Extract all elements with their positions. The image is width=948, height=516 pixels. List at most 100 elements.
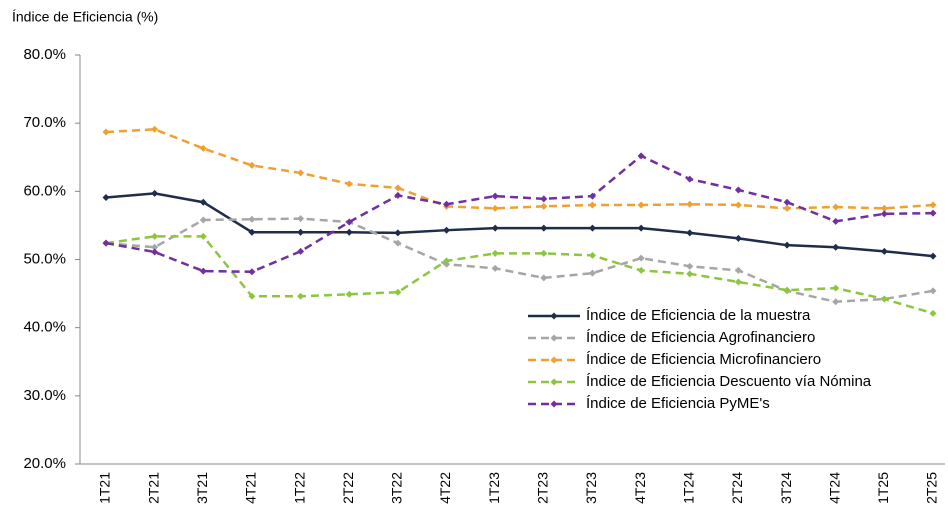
data-point <box>686 200 694 208</box>
data-point <box>345 290 353 298</box>
x-tick-label: 3T21 <box>194 472 210 504</box>
data-point <box>345 218 353 226</box>
data-point <box>199 267 207 275</box>
data-point <box>297 247 305 255</box>
data-point <box>248 292 256 300</box>
data-point <box>637 254 645 262</box>
data-point <box>734 266 742 274</box>
data-point <box>588 192 596 200</box>
data-point <box>929 309 937 317</box>
data-point <box>880 295 888 303</box>
data-point <box>686 229 694 237</box>
data-point <box>151 189 159 197</box>
data-point <box>491 224 499 232</box>
data-point <box>832 243 840 251</box>
data-point <box>102 239 110 247</box>
data-point <box>102 128 110 136</box>
x-tick-label: 4T22 <box>437 472 453 504</box>
legend-marker <box>550 378 558 386</box>
data-point <box>783 204 791 212</box>
data-point <box>637 152 645 160</box>
data-point <box>880 204 888 212</box>
data-point <box>783 241 791 249</box>
data-point <box>783 286 791 294</box>
data-point <box>491 249 499 257</box>
y-tick-label: 80.0% <box>23 46 66 63</box>
data-point <box>637 266 645 274</box>
data-point <box>297 228 305 236</box>
legend-marker <box>550 356 558 364</box>
data-point <box>151 125 159 133</box>
data-point <box>734 234 742 242</box>
data-point <box>394 239 402 247</box>
data-point <box>443 200 451 208</box>
series <box>102 232 937 317</box>
series <box>102 125 937 212</box>
x-tick-label: 2T23 <box>535 472 551 504</box>
data-point <box>929 252 937 260</box>
data-point <box>199 216 207 224</box>
data-point <box>588 269 596 277</box>
data-point <box>929 209 937 217</box>
data-point <box>443 257 451 265</box>
data-point <box>929 201 937 209</box>
legend-marker <box>550 312 558 320</box>
data-point <box>248 268 256 276</box>
data-point <box>248 215 256 223</box>
data-point <box>734 201 742 209</box>
x-tick-label: 2T25 <box>924 472 940 504</box>
data-point <box>102 193 110 201</box>
x-tick-label: 1T25 <box>875 472 891 504</box>
data-point <box>491 204 499 212</box>
x-tick-label: 4T23 <box>632 472 648 504</box>
data-point <box>540 249 548 257</box>
data-point <box>686 270 694 278</box>
y-tick-label: 20.0% <box>23 455 66 472</box>
data-point <box>151 232 159 240</box>
legend-marker <box>550 334 558 342</box>
data-point <box>394 191 402 199</box>
data-point <box>443 226 451 234</box>
data-point <box>588 251 596 259</box>
x-tick-label: 3T23 <box>583 472 599 504</box>
x-tick-label: 1T21 <box>97 472 113 504</box>
data-point <box>248 161 256 169</box>
data-point <box>832 203 840 211</box>
legend-label: Índice de Eficiencia PyME's <box>586 395 770 412</box>
y-tick-label: 60.0% <box>23 182 66 199</box>
series-line <box>105 128 934 210</box>
data-point <box>540 195 548 203</box>
data-point <box>734 278 742 286</box>
x-tick-label: 2T24 <box>729 472 745 504</box>
data-point <box>540 224 548 232</box>
x-tick-label: 1T23 <box>486 472 502 504</box>
data-point <box>491 264 499 272</box>
x-tick-label: 1T24 <box>680 472 696 504</box>
data-point <box>199 232 207 240</box>
data-point <box>151 248 159 256</box>
data-point <box>540 274 548 282</box>
data-point <box>880 210 888 218</box>
data-point <box>199 198 207 206</box>
y-tick-label: 50.0% <box>23 250 66 267</box>
series <box>102 152 937 276</box>
x-tick-label: 3T22 <box>389 472 405 504</box>
data-point <box>880 247 888 255</box>
legend-label: Índice de Eficiencia Agrofinanciero <box>586 329 815 346</box>
data-point <box>588 224 596 232</box>
data-point <box>540 202 548 210</box>
legend-label: Índice de Eficiencia de la muestra <box>586 307 811 324</box>
chart-title: Índice de Eficiencia (%) <box>12 9 158 25</box>
series <box>102 189 937 260</box>
data-point <box>929 287 937 295</box>
data-point <box>832 298 840 306</box>
data-point <box>637 224 645 232</box>
series-line <box>105 217 934 304</box>
x-tick-label: 4T21 <box>243 472 259 504</box>
series-line <box>105 235 934 315</box>
series-line <box>105 192 934 258</box>
series-line <box>105 154 934 274</box>
data-point <box>297 292 305 300</box>
data-point <box>151 243 159 251</box>
